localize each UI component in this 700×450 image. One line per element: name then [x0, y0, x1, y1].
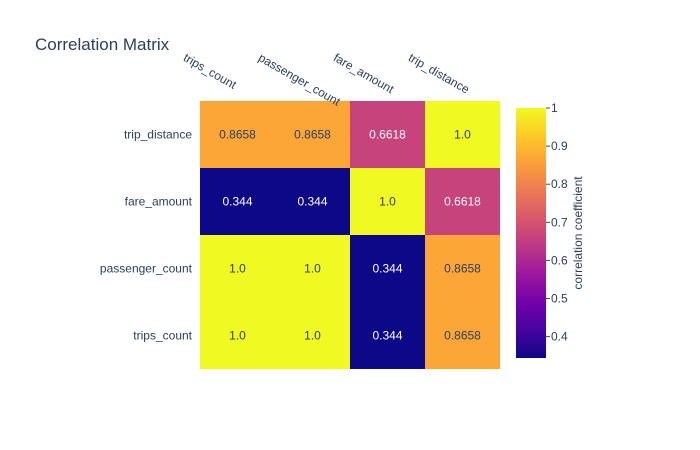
heatmap-cell — [425, 235, 500, 302]
x-tick-label: fare_amount — [331, 50, 397, 96]
heatmap-cell — [350, 235, 425, 302]
cell-value-label: 1.0 — [229, 262, 246, 276]
cell-value-label: 0.8658 — [294, 128, 331, 142]
cell-value-label: 0.344 — [297, 195, 327, 209]
colorbar-tick-label: 0.4 — [551, 330, 568, 344]
y-tick-label: fare_amount — [125, 195, 193, 209]
cell-value-label: 1.0 — [304, 262, 321, 276]
cell-value-label: 0.344 — [372, 262, 402, 276]
x-tick-label: trips_count — [181, 50, 239, 92]
cell-value-label: 1.0 — [229, 329, 246, 343]
cell-value-label: 0.6618 — [444, 195, 481, 209]
colorbar-tick-label: 0.5 — [551, 292, 568, 306]
cell-value-label: 0.8658 — [444, 329, 481, 343]
heatmap-cell — [200, 101, 275, 168]
colorbar-ticks: 0.4 0.5 0.6 0.7 0.8 0.9 1 — [546, 101, 568, 344]
heatmap-cell — [200, 302, 275, 369]
colorbar-tick-label: 0.6 — [551, 253, 568, 267]
heatmap-cell — [425, 101, 500, 168]
y-tick-label: trip_distance — [124, 128, 192, 142]
heatmap-cell — [350, 168, 425, 235]
colorbar-gradient — [516, 108, 546, 358]
heatmap-cell — [275, 101, 350, 168]
cell-value-label: 1.0 — [379, 195, 396, 209]
heatmap-cell — [350, 101, 425, 168]
cell-value-label: 1.0 — [454, 128, 471, 142]
cell-value-label: 0.8658 — [444, 262, 481, 276]
cell-value-label: 1.0 — [304, 329, 321, 343]
colorbar-tick-label: 1 — [551, 101, 558, 115]
colorbar-title: correlation coefficient — [571, 176, 585, 290]
heatmap-cell — [425, 302, 500, 369]
x-tick-label: passenger_count — [256, 50, 343, 108]
cell-value-label: 0.8658 — [219, 128, 256, 142]
heatmap-cell — [275, 168, 350, 235]
cell-value-label: 0.6618 — [369, 128, 406, 142]
y-axis-ticks: trips_count passenger_count fare_amount tri… — [100, 128, 193, 343]
heatmap-cell — [350, 302, 425, 369]
y-tick-label: trips_count — [133, 329, 192, 343]
heatmap-cell — [275, 235, 350, 302]
heatmap-cell — [275, 302, 350, 369]
heatmap-cell — [425, 168, 500, 235]
heatmap-cells: 1.0 1.0 0.344 0.8658 1.0 1.0 0.344 0.8658 0.344 0… — [200, 101, 500, 369]
colorbar-tick-label: 0.8 — [551, 177, 568, 191]
x-tick-label: trip_distance — [406, 50, 472, 96]
cell-value-label: 0.344 — [372, 329, 402, 343]
colorbar-tick-label: 0.9 — [551, 139, 568, 153]
cell-value-label: 0.344 — [222, 195, 252, 209]
heatmap-cell — [200, 168, 275, 235]
colorbar: 0.4 0.5 0.6 0.7 0.8 0.9 1 correlation coeffici… — [516, 101, 585, 358]
y-tick-label: passenger_count — [100, 262, 193, 276]
heatmap-cell — [200, 235, 275, 302]
colorbar-tick-label: 0.7 — [551, 215, 568, 229]
chart-title: Correlation Matrix — [35, 35, 170, 54]
